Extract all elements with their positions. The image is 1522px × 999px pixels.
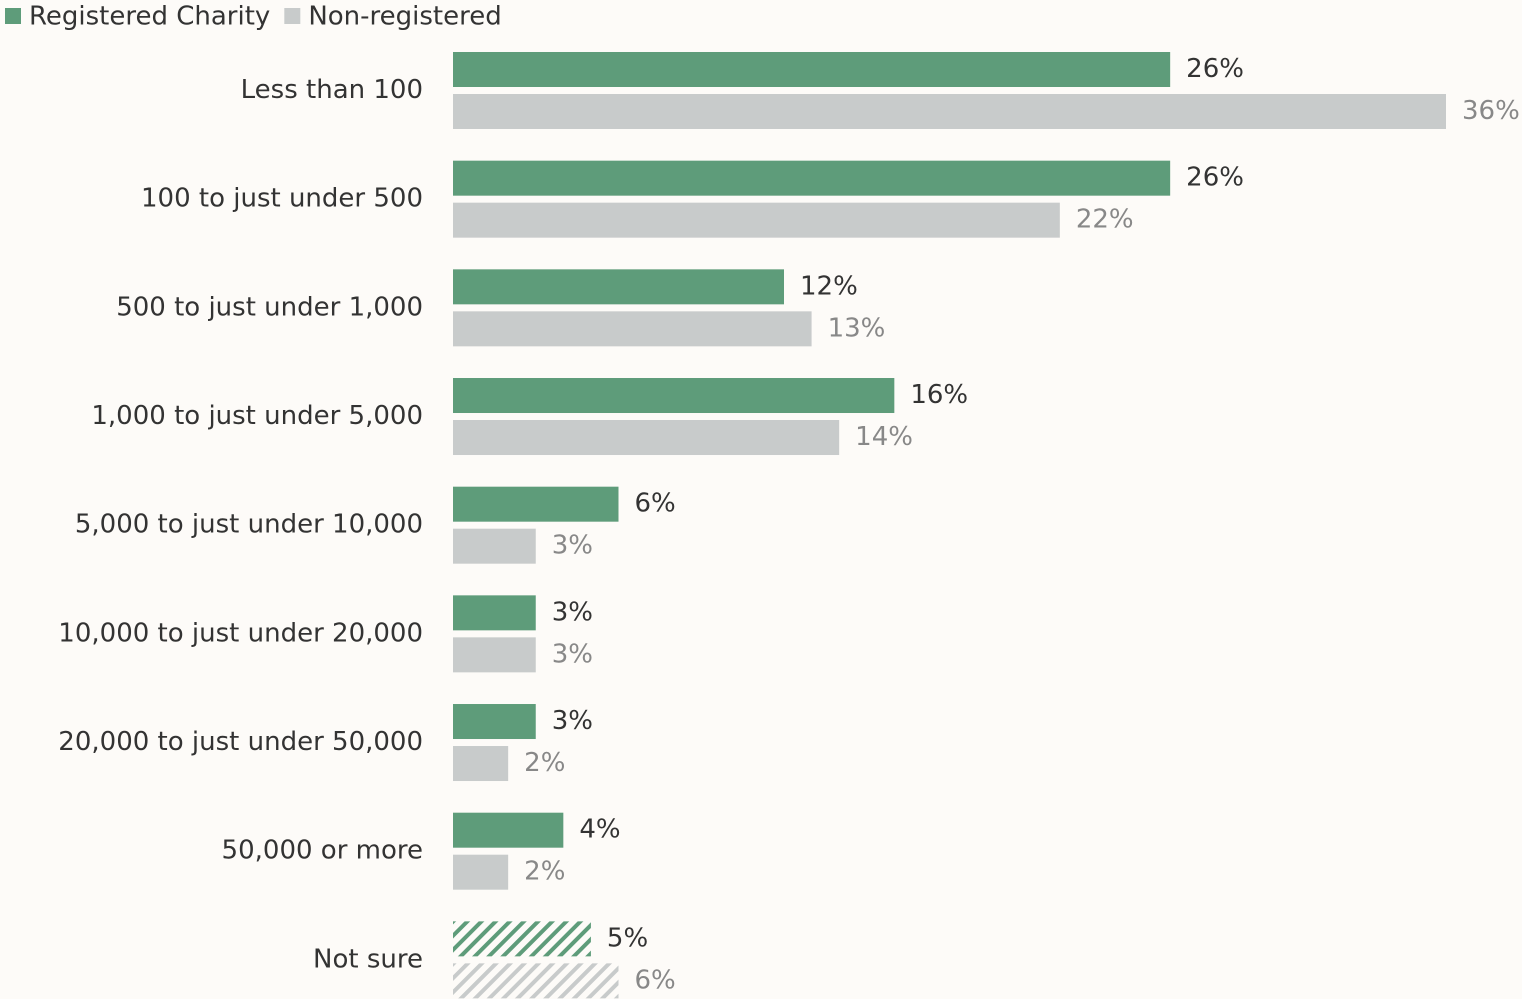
bar [453, 52, 1171, 87]
value-label: 12% [800, 271, 858, 301]
value-label: 26% [1186, 163, 1244, 193]
bar [453, 420, 840, 456]
value-label: 6% [635, 965, 676, 995]
category-label: Less than 100 [241, 75, 423, 105]
legend-swatch [5, 8, 21, 24]
bar [453, 269, 784, 305]
bar [453, 486, 619, 522]
value-label: 3% [552, 531, 593, 561]
value-label: 4% [579, 815, 620, 845]
legend-label: Non-registered [308, 2, 501, 32]
value-label: 3% [552, 706, 593, 736]
value-label: 5% [607, 923, 648, 953]
bar [453, 746, 509, 782]
value-label: 16% [910, 380, 968, 410]
value-label: 2% [524, 857, 565, 887]
category-label: 50,000 or more [222, 836, 423, 866]
bar [453, 202, 1060, 238]
bar [453, 160, 1171, 196]
bar [453, 595, 536, 631]
bar [453, 311, 812, 347]
bar [453, 704, 536, 740]
bar [453, 94, 1446, 129]
bar [453, 637, 536, 673]
value-label: 26% [1186, 54, 1244, 84]
legend-label: Registered Charity [29, 2, 270, 32]
category-label: Not sure [313, 944, 423, 974]
category-label: 20,000 to just under 50,000 [58, 727, 423, 757]
bar [453, 378, 895, 414]
bar [453, 921, 591, 957]
bar [453, 854, 509, 890]
bar [453, 528, 536, 564]
value-label: 3% [552, 639, 593, 669]
bar [453, 963, 619, 999]
category-label: 10,000 to just under 20,000 [58, 618, 423, 648]
value-label: 36% [1462, 96, 1520, 126]
value-label: 14% [855, 422, 913, 452]
category-label: 1,000 to just under 5,000 [91, 401, 423, 431]
value-label: 3% [552, 597, 593, 627]
bar [453, 812, 564, 848]
category-label: 5,000 to just under 10,000 [75, 510, 423, 540]
value-label: 22% [1076, 205, 1134, 235]
value-label: 13% [828, 313, 886, 343]
value-label: 2% [524, 748, 565, 778]
legend-swatch [284, 8, 301, 24]
value-label: 6% [635, 489, 676, 519]
category-label: 500 to just under 1,000 [116, 292, 423, 322]
category-label: 100 to just under 500 [141, 184, 423, 214]
